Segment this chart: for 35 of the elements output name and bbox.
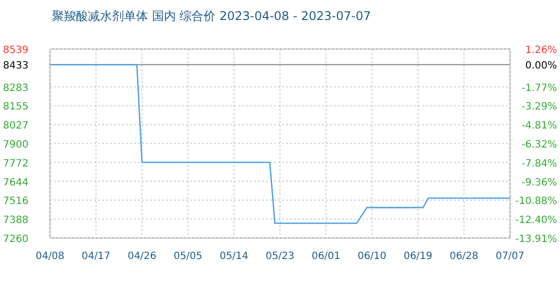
y-tick-label: 8155 xyxy=(3,102,28,113)
x-tick-label: 06/19 xyxy=(404,251,432,262)
y-tick-label: 8027 xyxy=(3,120,28,132)
y-tick-label: 7900 xyxy=(3,139,28,150)
y-tick-label: 8433 xyxy=(3,60,28,72)
x-tick-label: 07/07 xyxy=(496,251,524,262)
y2-tick-label: -13.91% xyxy=(515,234,557,245)
y-tick-label: 7260 xyxy=(3,234,28,245)
y-tick-label: 7516 xyxy=(3,196,28,208)
y2-tick-label: -9.36% xyxy=(522,177,557,188)
x-tick-label: 04/08 xyxy=(36,251,64,262)
x-tick-label: 04/26 xyxy=(128,251,156,262)
x-tick-label: 04/17 xyxy=(82,251,110,262)
y2-tick-label: -6.32% xyxy=(522,139,557,150)
y2-tick-label: -10.88% xyxy=(515,196,557,208)
y-tick-label: 7772 xyxy=(3,158,28,170)
x-tick-label: 05/05 xyxy=(174,251,202,262)
y-tick-label: 8283 xyxy=(3,82,28,94)
x-tick-label: 06/28 xyxy=(450,251,478,262)
chart-title: 聚羧酸减水剂单体 国内 综合价 2023-04-08 - 2023-07-07 xyxy=(52,9,371,23)
y-tick-label: 7388 xyxy=(3,215,28,226)
x-tick-label: 05/23 xyxy=(266,251,294,262)
y2-tick-label: 1.26% xyxy=(525,45,557,56)
y2-tick-label: -4.81% xyxy=(522,120,557,132)
x-tick-label: 06/10 xyxy=(358,251,386,262)
x-tick-label: 06/01 xyxy=(312,251,340,262)
line-series xyxy=(49,64,511,224)
y2-tick-label: -3.29% xyxy=(522,102,557,113)
y-tick-label: 8539 xyxy=(3,45,28,56)
y-tick-label: 7644 xyxy=(3,177,28,188)
y2-tick-label: -7.84% xyxy=(522,158,557,170)
y2-tick-label: -12.40% xyxy=(515,215,557,226)
y2-tick-label: -1.77% xyxy=(522,82,557,94)
y2-tick-label: 0.00% xyxy=(525,60,557,72)
x-tick-label: 05/14 xyxy=(220,251,248,262)
